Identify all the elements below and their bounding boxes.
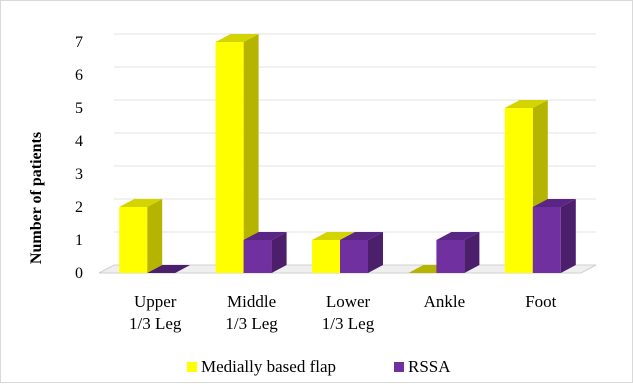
legend-label: Medially based flap xyxy=(201,357,336,376)
bar-side xyxy=(464,232,480,273)
bar-front xyxy=(340,240,368,273)
bar-top xyxy=(504,100,548,108)
legend-swatch xyxy=(187,362,197,372)
bar xyxy=(436,232,480,273)
bar-top xyxy=(119,199,163,207)
bar-side xyxy=(368,232,383,273)
bar-front xyxy=(312,240,340,273)
y-tick-label: 7 xyxy=(75,34,83,51)
y-axis-ticks: 0 1 2 3 4 5 6 7 xyxy=(75,34,83,282)
bar-top xyxy=(215,34,259,42)
bar xyxy=(119,199,163,273)
bar-front xyxy=(436,240,465,273)
legend-item: RSSA xyxy=(394,357,451,376)
bar-side xyxy=(147,199,163,273)
bar-top xyxy=(243,232,287,240)
x-tick-label: Upper 1/3 Leg xyxy=(129,292,182,333)
x-axis-ticks: Upper 1/3 Leg Middle 1/3 Leg Lower 1/3 Leg Ank… xyxy=(129,292,557,333)
bar-front xyxy=(119,207,148,273)
bar xyxy=(147,265,191,273)
bar-top xyxy=(147,265,191,273)
gridlines xyxy=(114,33,596,266)
x-tick-label: Foot xyxy=(525,292,556,311)
bar xyxy=(215,34,259,273)
y-tick-label: 3 xyxy=(75,166,83,183)
bar-top xyxy=(532,199,576,207)
bar-front xyxy=(243,240,272,273)
bar-side xyxy=(560,199,576,273)
legend-label: RSSA xyxy=(408,357,451,376)
y-tick-label: 0 xyxy=(75,265,83,282)
x-tick-label: Lower 1/3 Leg xyxy=(322,292,375,333)
bar xyxy=(243,232,287,273)
legend: Medially based flap RSSA xyxy=(187,357,451,376)
y-axis-label: Number of patients xyxy=(28,132,45,264)
bar-front xyxy=(504,108,533,273)
legend-item: Medially based flap xyxy=(187,357,336,376)
y-tick-label: 4 xyxy=(75,133,83,150)
bar-front xyxy=(532,207,561,273)
bar-top xyxy=(340,232,383,240)
x-tick-label: Ankle xyxy=(424,292,466,311)
bar-side xyxy=(243,34,259,273)
y-tick-label: 2 xyxy=(75,199,83,216)
bar-front xyxy=(215,42,244,273)
y-tick-label: 6 xyxy=(75,67,83,84)
x-tick-label: Middle 1/3 Leg xyxy=(225,292,278,333)
y-tick-label: 5 xyxy=(75,100,83,117)
bar-side xyxy=(271,232,287,273)
bars xyxy=(119,34,576,273)
bar-top xyxy=(312,232,355,240)
bar xyxy=(340,232,383,273)
bar xyxy=(532,199,576,273)
bar-top xyxy=(436,232,480,240)
y-tick-label: 1 xyxy=(75,232,83,249)
legend-swatch xyxy=(394,362,404,372)
